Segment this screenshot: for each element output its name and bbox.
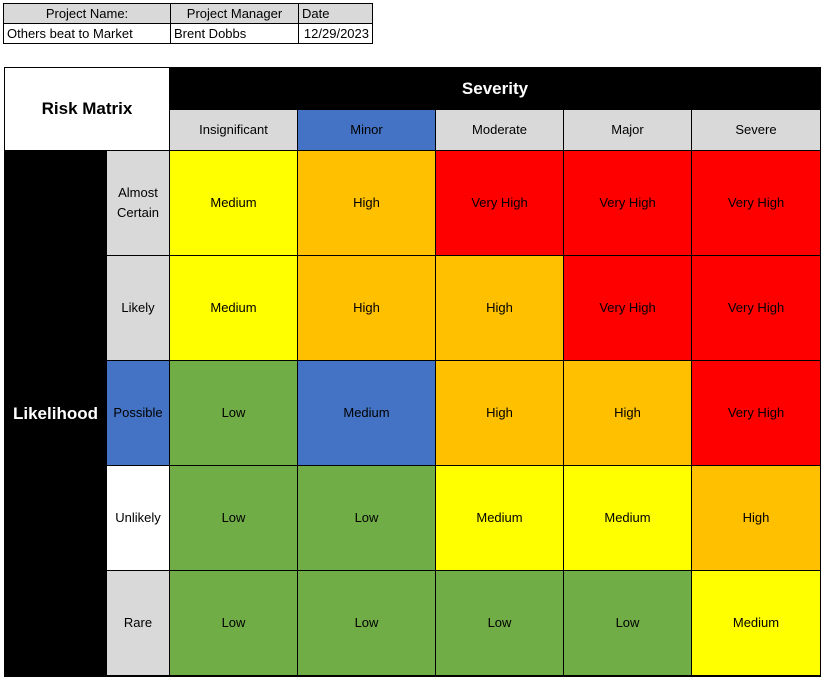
severity-level-minor[interactable]: Minor xyxy=(298,110,435,150)
risk-cell-rare-moderate[interactable]: Low xyxy=(436,571,563,675)
likelihood-level-possible[interactable]: Possible xyxy=(107,361,169,465)
risk-cell-likely-major[interactable]: Very High xyxy=(564,256,691,360)
severity-level-severe[interactable]: Severe xyxy=(692,110,820,150)
likelihood-header[interactable]: Likelihood xyxy=(5,151,106,676)
risk-cell-almost-certain-insignificant[interactable]: Medium xyxy=(170,151,297,255)
likelihood-level-unlikely[interactable]: Unlikely xyxy=(107,466,169,570)
risk-cell-possible-moderate[interactable]: High xyxy=(436,361,563,465)
project-info-value-row: Others beat to Market Brent Dobbs 12/29/… xyxy=(3,23,373,44)
risk-cell-possible-insignificant[interactable]: Low xyxy=(170,361,297,465)
risk-cell-likely-severe[interactable]: Very High xyxy=(692,256,820,360)
project-manager-value[interactable]: Brent Dobbs xyxy=(170,23,299,44)
risk-cell-rare-severe[interactable]: Medium xyxy=(692,571,820,675)
risk-cell-unlikely-moderate[interactable]: Medium xyxy=(436,466,563,570)
severity-level-moderate[interactable]: Moderate xyxy=(436,110,563,150)
risk-cell-unlikely-severe[interactable]: High xyxy=(692,466,820,570)
project-manager-label[interactable]: Project Manager xyxy=(170,3,299,24)
severity-level-major[interactable]: Major xyxy=(564,110,691,150)
risk-cell-almost-certain-severe[interactable]: Very High xyxy=(692,151,820,255)
risk-cell-rare-insignificant[interactable]: Low xyxy=(170,571,297,675)
project-info-table: Project Name: Project Manager Date Other… xyxy=(3,3,373,44)
risk-cell-likely-moderate[interactable]: High xyxy=(436,256,563,360)
risk-cell-possible-major[interactable]: High xyxy=(564,361,691,465)
project-name-label[interactable]: Project Name: xyxy=(3,3,171,24)
risk-cell-rare-major[interactable]: Low xyxy=(564,571,691,675)
project-name-value[interactable]: Others beat to Market xyxy=(3,23,171,44)
risk-matrix: Risk Matrix Severity Likelihood Insignif… xyxy=(4,67,821,677)
likelihood-level-rare[interactable]: Rare xyxy=(107,571,169,675)
risk-cell-almost-certain-moderate[interactable]: Very High xyxy=(436,151,563,255)
risk-cell-rare-minor[interactable]: Low xyxy=(298,571,435,675)
severity-level-insignificant[interactable]: Insignificant xyxy=(170,110,297,150)
date-value[interactable]: 12/29/2023 xyxy=(298,23,373,44)
risk-cell-almost-certain-major[interactable]: Very High xyxy=(564,151,691,255)
project-info-header-row: Project Name: Project Manager Date xyxy=(3,3,373,24)
likelihood-level-almost-certain[interactable]: Almost Certain xyxy=(107,151,169,255)
risk-cell-possible-severe[interactable]: Very High xyxy=(692,361,820,465)
risk-matrix-title[interactable]: Risk Matrix xyxy=(5,68,169,150)
risk-cell-almost-certain-minor[interactable]: High xyxy=(298,151,435,255)
risk-cell-unlikely-minor[interactable]: Low xyxy=(298,466,435,570)
likelihood-level-likely[interactable]: Likely xyxy=(107,256,169,360)
severity-header[interactable]: Severity xyxy=(170,68,820,109)
risk-cell-likely-minor[interactable]: High xyxy=(298,256,435,360)
risk-cell-unlikely-insignificant[interactable]: Low xyxy=(170,466,297,570)
risk-cell-unlikely-major[interactable]: Medium xyxy=(564,466,691,570)
risk-cell-likely-insignificant[interactable]: Medium xyxy=(170,256,297,360)
risk-cell-possible-minor[interactable]: Medium xyxy=(298,361,435,465)
date-label[interactable]: Date xyxy=(298,3,373,24)
